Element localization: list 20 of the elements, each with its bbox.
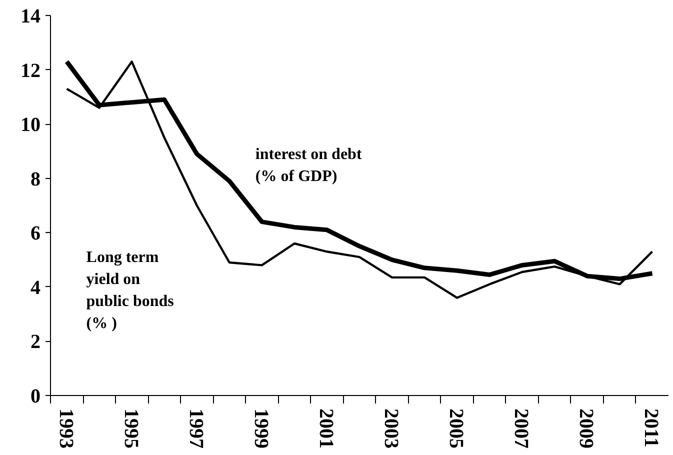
x-tick-label: 2011 (640, 408, 662, 448)
y-tick-label: 8 (30, 168, 40, 190)
x-tick-label: 2003 (380, 408, 402, 448)
y-tick-label: 10 (20, 114, 40, 136)
x-tick-label: 2001 (314, 408, 337, 448)
y-tick-label: 14 (20, 6, 40, 28)
y-tick-label: 2 (30, 331, 40, 354)
text: Long term yield on public bonds (% ) (86, 248, 174, 332)
x-tick-label: 1997 (184, 408, 207, 448)
y-tick-label: 6 (30, 222, 40, 245)
x-tick-label: 2007 (510, 408, 532, 448)
y-tick-label: 12 (20, 60, 40, 82)
y-tick-label: 0 (30, 386, 40, 408)
y-tick-label: 4 (30, 276, 40, 299)
x-tick-label: 2005 (445, 408, 468, 448)
x-tick-label: 1995 (120, 408, 142, 448)
x-tick-label: 1993 (54, 408, 77, 448)
x-tick-label: 1999 (250, 408, 272, 448)
x-tick-label: 2009 (575, 408, 598, 448)
series-label: interest on debt (% of GDP) (255, 146, 362, 185)
